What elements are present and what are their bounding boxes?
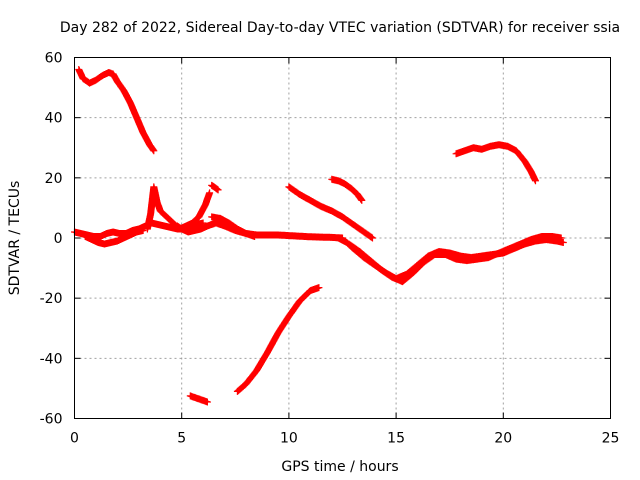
series-markers [233,284,323,395]
y-tick-label: 0 [54,231,63,247]
y-tick-label: -40 [40,351,63,367]
y-tick-label: 40 [45,111,63,127]
x-tick-label: 10 [280,431,298,447]
chart-title: Day 282 of 2022, Sidereal Day-to-day VTE… [60,20,620,36]
series-markers [345,233,565,286]
x-tick-label: 15 [387,431,405,447]
x-tick-label: 5 [177,431,186,447]
series-markers [208,181,222,194]
grid-lines [74,57,611,419]
y-tick-label: -60 [40,412,63,428]
series-arc-late-high [452,141,539,185]
series-markers [208,213,259,240]
series-arc-early-dip [81,227,147,248]
data-series [71,66,567,406]
x-tick-label: 0 [70,431,79,447]
series-arc-short-high [328,175,366,204]
series-arc-dip-b [345,233,565,286]
x-tick-label: 20 [494,431,512,447]
x-tick-label: 25 [602,431,620,447]
y-tick-label: 60 [45,51,63,67]
series-arc-neg-short [186,392,211,406]
series-markers [328,175,366,204]
axis-ticks [74,57,611,419]
y-axis-label: SDTVAR / TECUs [7,181,23,296]
series-arc-mid-peak [208,181,222,194]
series-arc-rising [233,284,323,395]
series-markers [75,66,158,155]
series-arc-descending [285,183,376,242]
x-axis-label: GPS time / hours [281,459,398,475]
series-arc-mid-2 [208,213,259,240]
tick-labels: 0 5 10 15 20 25 -60 -40 -20 0 20 40 60 [40,51,620,447]
series-arc-early-high [75,66,158,155]
y-tick-label: -20 [40,291,63,307]
y-tick-label: 20 [45,171,63,187]
